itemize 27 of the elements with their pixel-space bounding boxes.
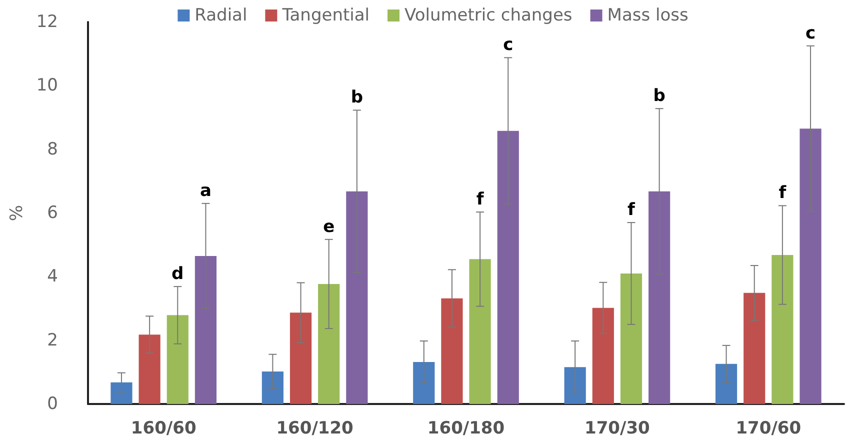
y-tick-label: 2 [47,330,58,350]
x-tick-label: 170/60 [736,418,802,438]
y-tick-label: 6 [47,203,58,223]
y-tick-label: 8 [47,139,58,160]
annotation: f [628,200,636,220]
annotation: f [476,190,484,210]
y-tick-label: 12 [36,12,58,32]
x-tick-label: 160/60 [130,418,196,438]
y-tick-label: 0 [47,394,58,414]
x-tick-label: 160/180 [427,418,505,438]
legend-label: Tangential [281,6,370,26]
legend-label: Radial [194,6,248,26]
legend-label: Mass loss [607,6,688,26]
annotation: e [323,216,335,237]
y-tick-label: 10 [36,76,58,96]
annotation: b [653,86,666,106]
annotation: c [503,35,514,56]
annotation: a [200,180,212,201]
y-tick-label: 4 [47,266,58,287]
annotation: d [172,264,184,284]
annotation: c [805,23,816,44]
x-tick-label: 170/30 [584,418,650,438]
x-tick-label: 160/120 [276,418,354,438]
annotation: b [350,88,364,108]
annotation: f [778,183,787,204]
y-axis-title: % [6,204,27,222]
legend-label: Volumetric changes [404,6,572,26]
